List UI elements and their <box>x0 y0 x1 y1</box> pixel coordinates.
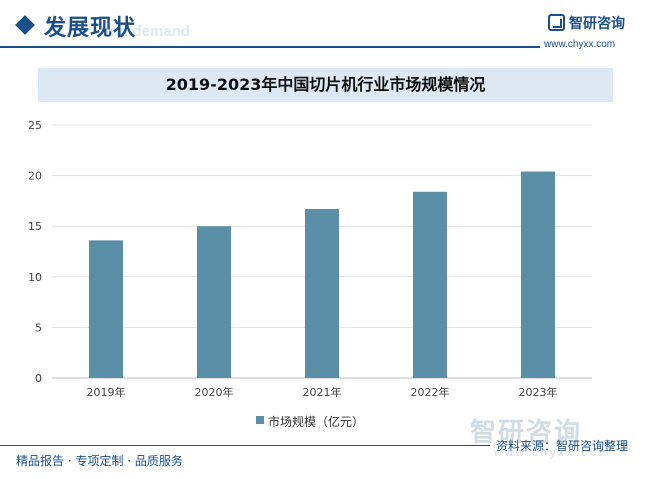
header-divider <box>0 46 540 48</box>
chart-title-band: 2019-2023年中国切片机行业市场规模情况 <box>38 68 613 102</box>
bar <box>305 208 339 378</box>
chart-title: 2019-2023年中国切片机行业市场规模情况 <box>165 75 486 94</box>
brand-url: www.chyxx.com <box>544 39 616 50</box>
y-tick-label: 20 <box>28 170 42 183</box>
diamond-icon <box>15 15 35 35</box>
y-tick-label: 0 <box>35 372 42 385</box>
brand-logo-block: 智研咨询 www.chyxx.com <box>544 12 644 52</box>
x-tick-label: 2020年 <box>195 385 234 399</box>
header-bar: nd demand 发展现状 智研咨询 www.chyxx.com <box>0 0 650 58</box>
bar-chart: 0 5 10 15 20 25 2019年 2020年 2021年 2022年 2023年 <box>28 119 592 399</box>
x-tick-label: 2023年 <box>519 385 558 399</box>
footer-slogan: 精品报告 · 专项定制 · 品质服务 <box>16 454 183 468</box>
watermark-url: www.chyxx.com <box>494 447 612 459</box>
source-note: 资料来源：智研咨询整理 <box>496 439 629 453</box>
watermark-name: 智研咨询 <box>470 418 583 448</box>
bar <box>521 171 555 378</box>
section-subtitle: nd demand <box>110 23 191 40</box>
legend-label: 市场规模（亿元） <box>268 415 365 429</box>
y-tick-label: 5 <box>35 321 42 334</box>
y-tick-label: 10 <box>28 271 42 284</box>
y-tick-label: 15 <box>28 220 42 233</box>
brand-name: 智研咨询 <box>569 16 625 32</box>
footer-divider <box>0 445 490 446</box>
x-tick-label: 2019年 <box>87 385 126 399</box>
x-tick-label: 2022年 <box>411 385 450 399</box>
bar <box>197 226 231 378</box>
bar <box>413 191 447 378</box>
section-title: 发展现状 <box>44 16 137 41</box>
brand-logo-icon <box>548 14 565 31</box>
x-tick-label: 2021年 <box>303 385 342 399</box>
bar <box>89 240 123 378</box>
y-tick-label: 25 <box>28 119 42 132</box>
legend-swatch <box>256 416 264 424</box>
